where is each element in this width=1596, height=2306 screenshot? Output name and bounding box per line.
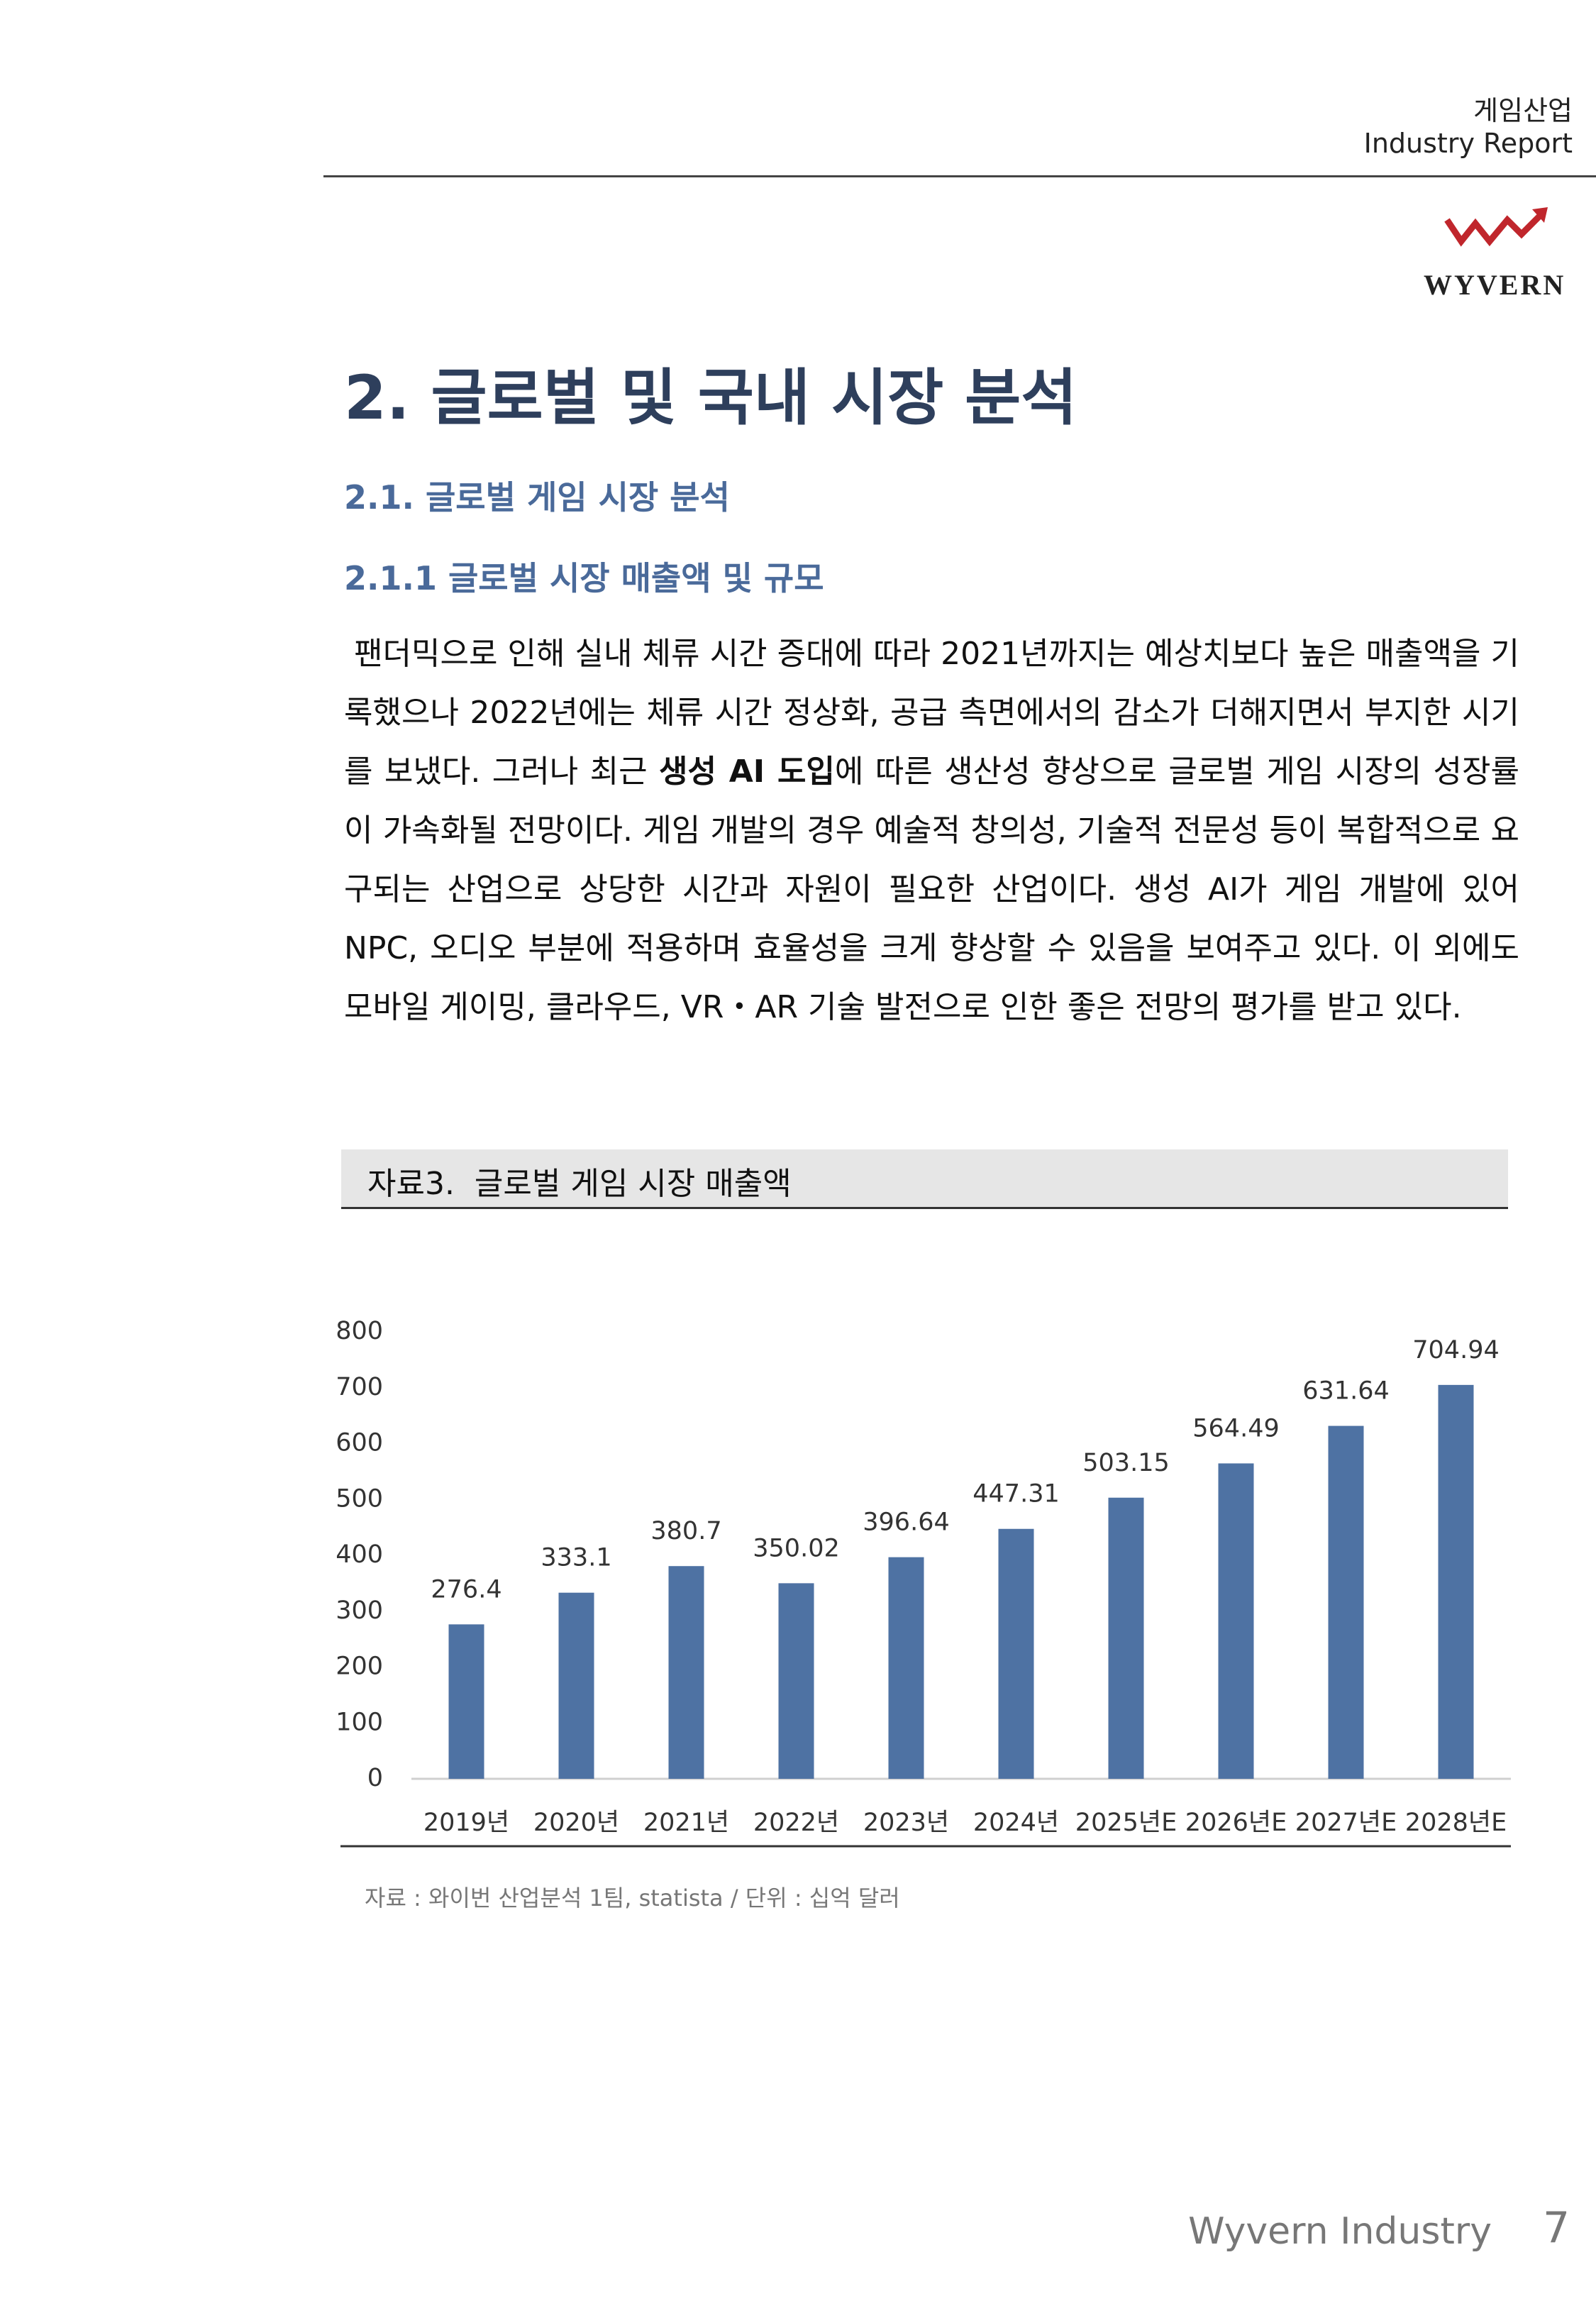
value-label: 276.4: [431, 1575, 501, 1604]
bar: [1108, 1497, 1144, 1779]
caption-box: [341, 1149, 1508, 1209]
body-text: 에 따른 생산성 향상으로 글로벌 게임 시장의 성장률이 가속화될 전망이다.…: [344, 754, 1529, 1025]
x-tick-label: 2021년: [643, 1809, 729, 1837]
title: 2. 글로벌 및 국내 시장 분석: [344, 363, 1077, 434]
x-tick-label: 2023년: [863, 1809, 949, 1837]
bar: [888, 1557, 924, 1779]
x-tick-label: 2027년E: [1295, 1809, 1397, 1837]
x-tick-label: 2020년: [533, 1809, 619, 1837]
value-label: 704.94: [1412, 1336, 1499, 1364]
bar: [1438, 1384, 1474, 1779]
value-label: 631.64: [1302, 1377, 1389, 1406]
y-tick-label: 0: [367, 1764, 383, 1792]
source: 자료 : 와이번 산업분석 1팀, statista / 단위 : 십억 달러: [365, 1885, 900, 1911]
y-tick-label: 100: [336, 1708, 383, 1736]
y-tick-label: 700: [336, 1373, 383, 1401]
y-tick-label: 200: [336, 1653, 383, 1681]
x-tick-label: 2022년: [753, 1809, 839, 1837]
logo-text: WYVERN: [1424, 269, 1566, 301]
bar: [1218, 1463, 1254, 1779]
x-tick-label: 2026년E: [1185, 1809, 1287, 1837]
chart: 0 100 200 300 400 500 600 700 800 2019년 276.4 2020년…: [336, 1317, 1511, 1848]
value-label: 503.15: [1082, 1449, 1169, 1477]
page-number: 7: [1543, 2203, 1570, 2253]
bar: [668, 1566, 704, 1779]
footer-brand: Wyvern Industry: [1188, 2210, 1492, 2253]
logo-wing: [1444, 210, 1546, 247]
header-report: Industry Report: [1363, 128, 1573, 159]
bar: [998, 1528, 1034, 1779]
body-text: 팬더믹으로 인해 실내 체류 시간 증대에 따라 2021년까지는 예상치보다 …: [344, 636, 1519, 790]
body-bold: 생성 AI 도입: [659, 754, 835, 790]
section-heading: 2.1. 글로벌 게임 시장 분석: [344, 478, 730, 517]
header-category: 게임산업: [1473, 95, 1573, 126]
y-tick-label: 800: [336, 1317, 383, 1345]
x-tick-label: 2025년E: [1075, 1809, 1177, 1837]
y-tick-label: 500: [336, 1484, 383, 1513]
header-rule: [323, 175, 1596, 177]
logo-arrow: [1532, 207, 1548, 223]
bar: [1328, 1425, 1364, 1779]
body-paragraph: 팬더믹으로 인해 실내 체류 시간 증대에 따라 2021년까지는 예상치보다 …: [344, 624, 1519, 1037]
subsection-heading: 2.1.1 글로벌 시장 매출액 및 규모: [344, 559, 824, 597]
x-tick-label: 2019년: [423, 1809, 509, 1837]
value-label: 380.7: [650, 1517, 721, 1545]
value-label: 564.49: [1192, 1414, 1279, 1442]
y-tick-label: 400: [336, 1540, 383, 1569]
y-tick-label: 600: [336, 1429, 383, 1457]
value-label: 447.31: [972, 1480, 1059, 1508]
value-label: 396.64: [863, 1508, 949, 1537]
y-tick-label: 300: [336, 1596, 383, 1625]
x-tick-label: 2028년E: [1405, 1809, 1507, 1837]
value-label: 350.02: [753, 1534, 839, 1562]
bar: [558, 1592, 594, 1779]
bar: [448, 1624, 484, 1779]
value-label: 333.1: [541, 1544, 611, 1572]
x-tick-label: 2024년: [973, 1809, 1059, 1837]
caption: 자료3. 글로벌 게임 시장 매출액: [367, 1166, 792, 1202]
logo-icon: [1444, 207, 1548, 247]
bar: [778, 1583, 814, 1779]
